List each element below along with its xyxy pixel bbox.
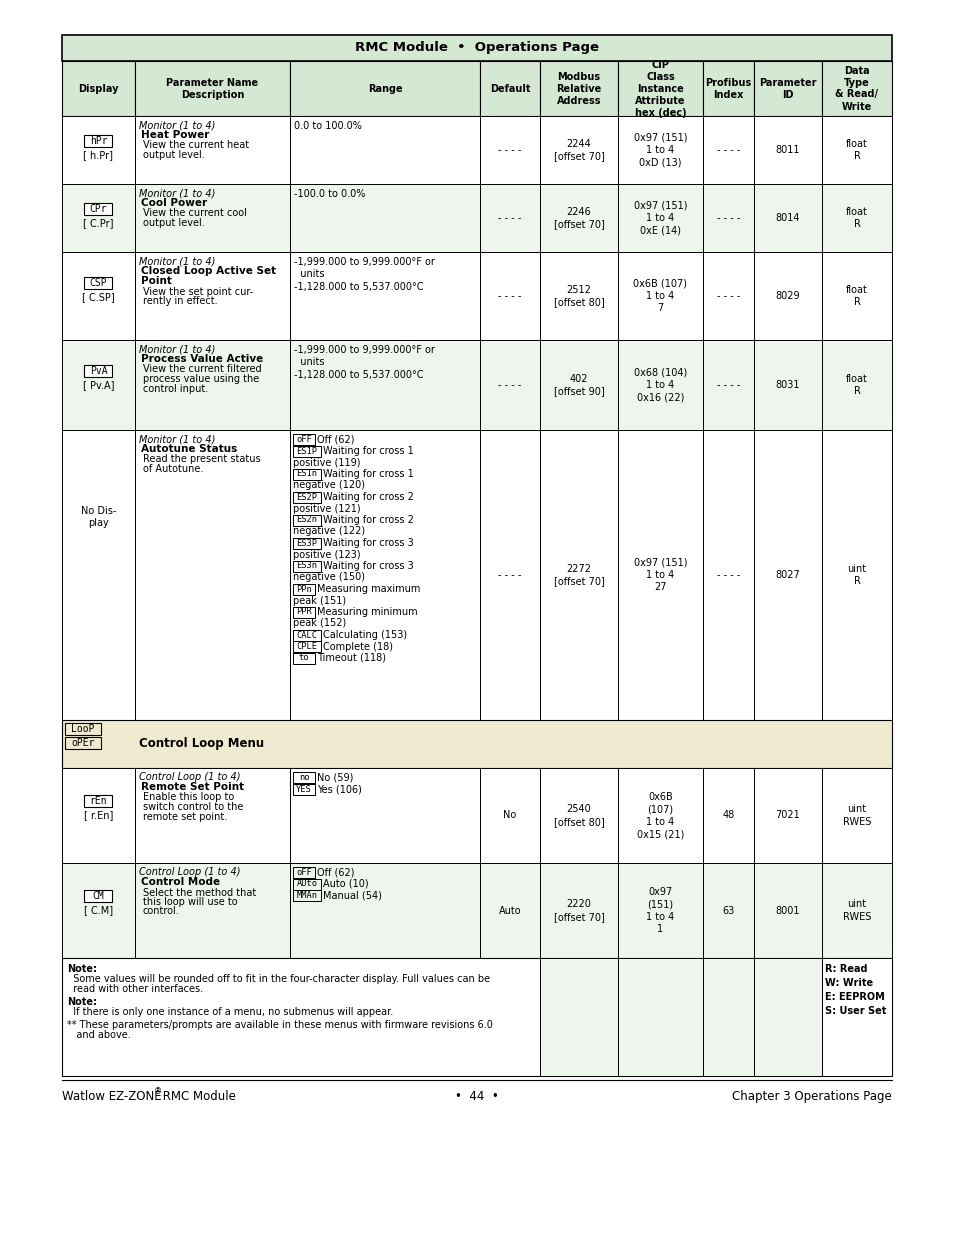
Text: RMC Module  •  Operations Page: RMC Module • Operations Page	[355, 42, 598, 54]
Text: oFF: oFF	[296, 868, 312, 877]
Bar	[135, 61, 290, 116]
Bar	[702, 430, 753, 720]
Text: Off (62): Off (62)	[317, 867, 355, 878]
Bar	[85, 794, 112, 806]
Bar	[539, 863, 618, 958]
Text: [ C.SP]: [ C.SP]	[82, 291, 114, 301]
Text: RMC Module: RMC Module	[159, 1091, 235, 1103]
Bar	[135, 430, 290, 720]
Bar	[753, 61, 821, 116]
Text: No (59): No (59)	[316, 773, 353, 783]
Bar	[702, 340, 753, 430]
Text: AUto: AUto	[296, 879, 317, 888]
Text: ES2P: ES2P	[296, 493, 317, 501]
Bar	[62, 958, 891, 1076]
Text: - - - -: - - - -	[497, 571, 521, 580]
Text: 2540
[offset 80]: 2540 [offset 80]	[553, 804, 604, 826]
Text: CIP
Class
Instance
Attribute
hex (dec): CIP Class Instance Attribute hex (dec)	[634, 59, 685, 117]
Bar	[293, 515, 321, 526]
Text: View the current filtered: View the current filtered	[143, 364, 261, 374]
Text: Monitor (1 to 4): Monitor (1 to 4)	[139, 188, 215, 198]
Text: - - - -: - - - -	[716, 144, 740, 156]
Bar	[293, 583, 315, 594]
Text: Waiting for cross 2: Waiting for cross 2	[323, 515, 414, 525]
Text: ES2n: ES2n	[296, 515, 317, 525]
Bar	[62, 184, 135, 252]
Text: Monitor (1 to 4): Monitor (1 to 4)	[139, 433, 215, 445]
Bar	[618, 768, 702, 863]
Text: 48: 48	[721, 810, 734, 820]
Text: CALC: CALC	[296, 631, 317, 640]
Bar	[290, 863, 479, 958]
Bar	[618, 252, 702, 340]
Bar	[293, 783, 315, 794]
Bar	[85, 135, 112, 147]
Text: Read the present status: Read the present status	[143, 454, 260, 464]
Bar	[618, 958, 702, 1076]
Text: MMAn: MMAn	[296, 890, 317, 900]
Text: 402
[offset 90]: 402 [offset 90]	[553, 374, 604, 396]
Bar	[293, 772, 314, 783]
Bar	[62, 863, 135, 958]
Bar	[62, 252, 135, 340]
Text: CSP: CSP	[90, 278, 107, 288]
Bar	[821, 430, 891, 720]
Bar	[135, 340, 290, 430]
Text: 0x6B (107)
1 to 4
7: 0x6B (107) 1 to 4 7	[633, 279, 687, 314]
Text: Measuring minimum: Measuring minimum	[317, 606, 417, 618]
Bar	[821, 863, 891, 958]
Text: of Autotune.: of Autotune.	[143, 464, 203, 474]
Bar	[753, 958, 821, 1076]
Bar	[539, 340, 618, 430]
Text: [ h.Pr]: [ h.Pr]	[84, 149, 113, 161]
Text: Timeout (118): Timeout (118)	[316, 653, 386, 663]
Text: Control Loop Menu: Control Loop Menu	[139, 737, 264, 751]
Text: Waiting for cross 3: Waiting for cross 3	[323, 561, 414, 571]
Bar	[293, 606, 315, 618]
Text: - - - -: - - - -	[716, 212, 740, 224]
Text: hPr: hPr	[90, 136, 107, 146]
Text: Auto: Auto	[498, 905, 520, 915]
Text: 8014: 8014	[775, 212, 800, 224]
Text: - - - -: - - - -	[497, 291, 521, 301]
Text: PvA: PvA	[90, 367, 107, 377]
Text: to: to	[298, 653, 309, 662]
Text: remote set point.: remote set point.	[143, 811, 227, 821]
Text: peak (151): peak (151)	[293, 595, 346, 605]
Bar	[293, 537, 321, 548]
Bar	[65, 737, 101, 748]
Bar	[293, 878, 321, 889]
Bar	[479, 61, 539, 116]
Bar	[479, 184, 539, 252]
Bar	[702, 768, 753, 863]
Text: No: No	[503, 810, 517, 820]
Bar	[135, 184, 290, 252]
Text: Complete (18): Complete (18)	[323, 641, 393, 652]
Text: [ r.En]: [ r.En]	[84, 810, 113, 820]
Bar	[290, 430, 479, 720]
Bar	[479, 430, 539, 720]
Text: Autotune Status: Autotune Status	[141, 445, 237, 454]
Text: ES1P: ES1P	[296, 447, 317, 456]
Bar	[539, 768, 618, 863]
Text: Note:: Note:	[67, 997, 97, 1007]
Text: -100.0 to 0.0%: -100.0 to 0.0%	[294, 189, 365, 199]
Text: ®: ®	[153, 1087, 162, 1095]
Text: Enable this loop to: Enable this loop to	[143, 793, 234, 803]
Text: Data
Type
& Read/
Write: Data Type & Read/ Write	[835, 65, 878, 111]
Bar	[702, 252, 753, 340]
Bar	[62, 61, 135, 116]
Text: uint
RWES: uint RWES	[841, 804, 870, 826]
Text: - - - -: - - - -	[716, 571, 740, 580]
Text: ** These parameters/prompts are available in these menus with firmware revisions: ** These parameters/prompts are availabl…	[67, 1020, 493, 1030]
Text: PPR: PPR	[296, 608, 312, 616]
Bar	[539, 116, 618, 184]
Bar	[479, 340, 539, 430]
Text: Control Mode: Control Mode	[141, 877, 220, 887]
Bar	[62, 430, 135, 720]
Bar	[293, 468, 321, 479]
Text: If there is only one instance of a menu, no submenus will appear.: If there is only one instance of a menu,…	[67, 1007, 393, 1016]
Bar	[702, 863, 753, 958]
Text: Waiting for cross 1: Waiting for cross 1	[323, 446, 414, 456]
Text: Measuring maximum: Measuring maximum	[317, 584, 420, 594]
